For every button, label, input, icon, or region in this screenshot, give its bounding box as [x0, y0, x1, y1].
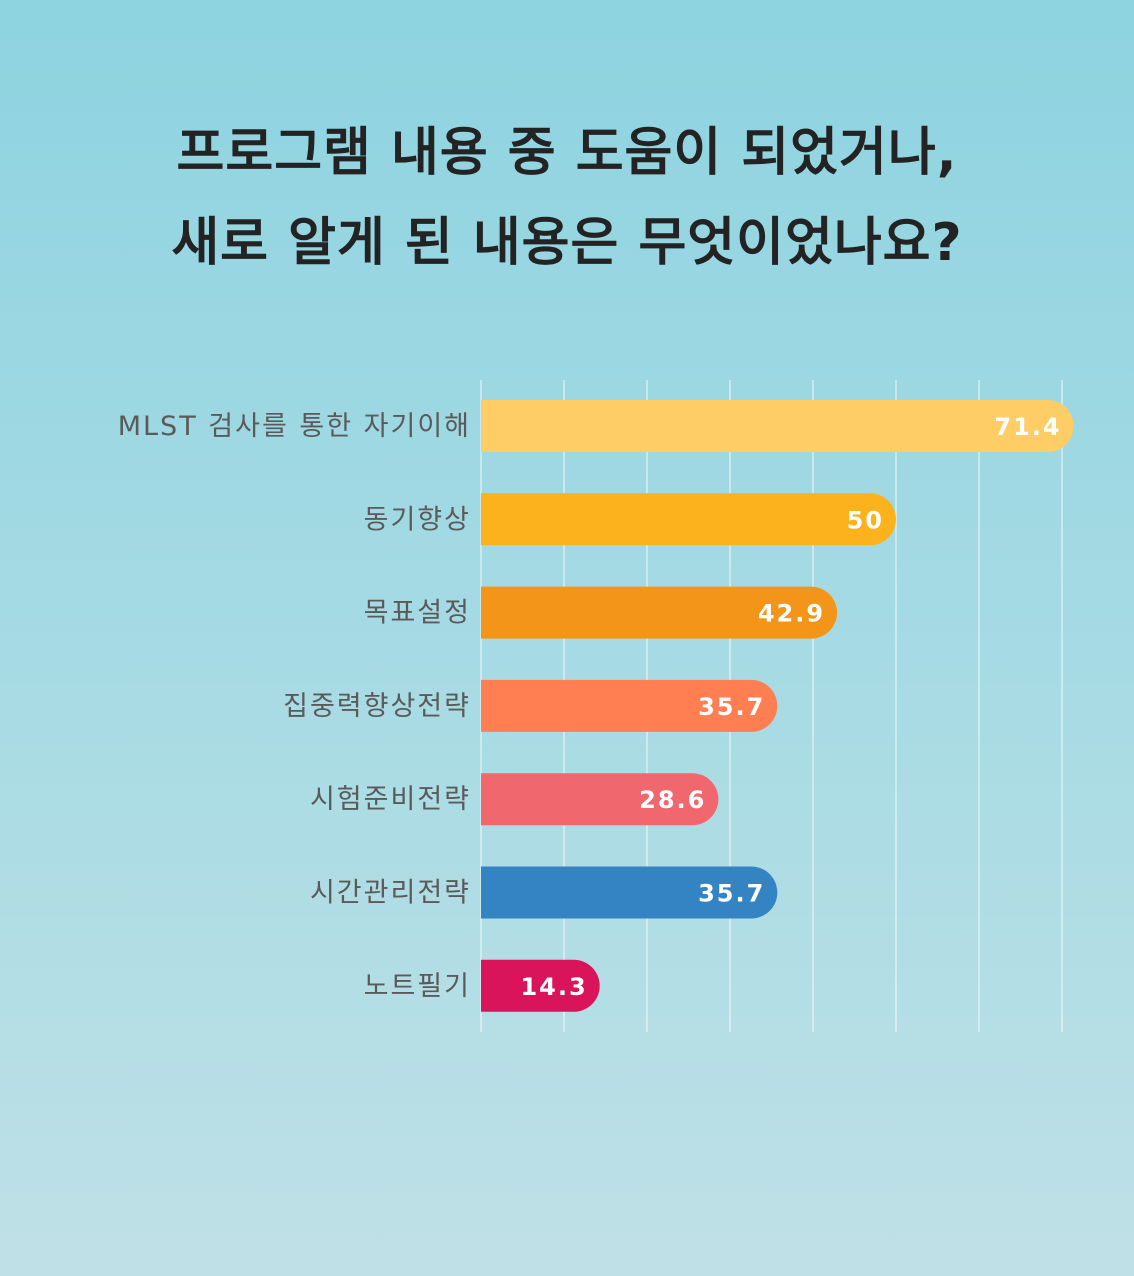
- value-label-3: 35.7: [698, 693, 765, 721]
- category-label-2: 목표설정: [364, 598, 471, 629]
- category-label-0: MLST 검사를 통한 자기이해: [118, 411, 471, 442]
- category-label-4: 시험준비전략: [310, 784, 471, 815]
- bar-3: [481, 679, 778, 732]
- bar-4: [481, 773, 719, 826]
- bar-2: [481, 586, 838, 639]
- chart-title: 프로그램 내용 중 도움이 되었거나, 새로 알게 된 내용은 무엇이었나요?: [0, 108, 1134, 288]
- bar-5: [481, 866, 778, 919]
- category-label-3: 집중력향상전략: [283, 691, 471, 722]
- category-labels: MLST 검사를 통한 자기이해동기향상목표설정집중력향상전략시험준비전략시간관…: [118, 411, 471, 1002]
- value-label-4: 28.6: [639, 786, 706, 814]
- category-label-1: 동기향상: [364, 504, 471, 535]
- bar-0: [481, 400, 1074, 452]
- value-label-5: 35.7: [698, 880, 765, 908]
- value-label-6: 14.3: [520, 973, 587, 1001]
- value-labels: 71.4 50 42.9 35.7 28.6 35.7 14.3: [520, 413, 1061, 1001]
- bar-6: [481, 959, 600, 1012]
- title-line-1: 프로그램 내용 중 도움이 되었거나,: [176, 123, 958, 183]
- value-label-2: 42.9: [758, 600, 825, 628]
- value-label-1: 50: [847, 506, 884, 534]
- bars: [481, 400, 1074, 1012]
- value-label-0: 71.4: [994, 413, 1061, 441]
- category-label-5: 시간관리전략: [310, 878, 471, 909]
- category-label-6: 노트필기: [364, 971, 471, 1002]
- title-line-2: 새로 알게 된 내용은 무엇이었나요?: [171, 213, 963, 273]
- bar-1: [481, 493, 897, 546]
